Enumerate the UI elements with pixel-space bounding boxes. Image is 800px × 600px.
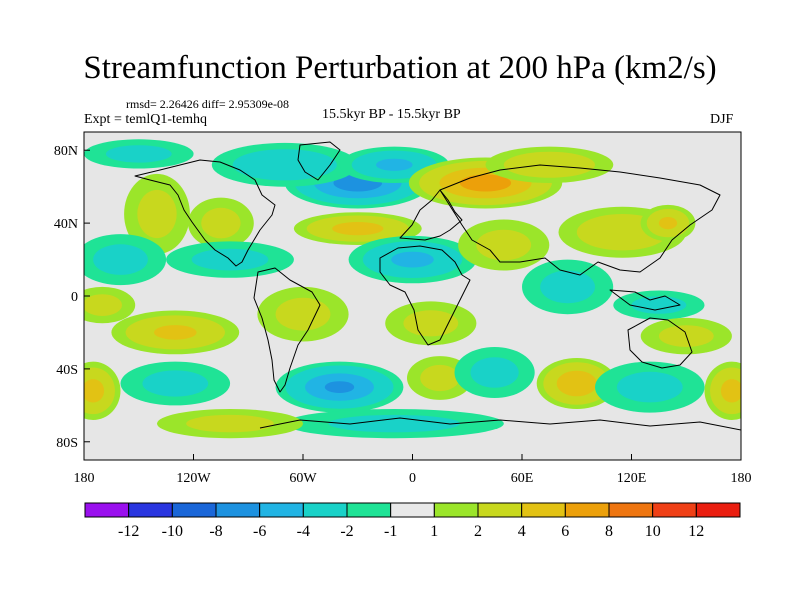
- x-tick-label-5: 120E: [617, 471, 647, 486]
- colorbar-swatch-9: [477, 502, 523, 518]
- colorbar-swatch-3: [215, 502, 261, 518]
- contour-blob-5-level-2: [332, 222, 384, 236]
- center-label: 15.5kyr BP - 15.5kyr BP: [322, 107, 461, 122]
- contour-blob-1-level-1: [232, 149, 337, 181]
- contour-blob-23-level-3: [324, 381, 355, 393]
- contour-blob-2-level-2: [376, 158, 413, 171]
- colorbar-swatch-2: [171, 502, 217, 518]
- contour-blob-29-level-2: [720, 379, 741, 403]
- contour-blob-6-level-1: [137, 189, 177, 239]
- colorbar-swatch-13: [652, 502, 697, 518]
- colorbar-swatch-14: [695, 502, 741, 518]
- contour-blob-14-level-2: [658, 217, 678, 230]
- colorbar-label-10: 6: [561, 523, 569, 540]
- season-label: DJF: [710, 112, 734, 127]
- colorbar-label-4: -4: [297, 523, 310, 540]
- contour-blob-25-level-1: [470, 357, 519, 388]
- colorbar-swatch-10: [521, 502, 566, 518]
- colorbar-swatch-8: [433, 502, 479, 518]
- contour-blob-12-level-1: [476, 229, 532, 261]
- x-tick-label-6: 180: [731, 471, 752, 486]
- contour-blob-3-level-3: [459, 174, 512, 192]
- colorbar: -12 -10 -8 -6 -4 -2 -1 1 2 4 6 8 10 12: [84, 502, 741, 540]
- colorbar-swatch-11: [564, 502, 610, 518]
- contour-blob-8-level-1: [105, 145, 172, 163]
- contour-blob-19-level-1: [275, 297, 331, 331]
- chart-title: Streamfunction Perturbation at 200 hPa (…: [83, 50, 717, 86]
- colorbar-label-7: 1: [430, 523, 438, 540]
- contour-blob-15-level-1: [540, 270, 595, 304]
- colorbar-label-6: -1: [384, 523, 397, 540]
- colorbar-swatch-1: [128, 502, 173, 518]
- experiment-label: Expt = temlQ1-temhq: [84, 112, 207, 127]
- y-tick-label-3: 40S: [56, 363, 78, 378]
- rmsd-label: rmsd= 2.26426 diff= 2.95309e-08: [126, 97, 289, 111]
- colorbar-swatch-7: [390, 502, 435, 518]
- colorbar-label-11: 8: [605, 523, 613, 540]
- colorbar-label-1: -10: [162, 523, 183, 540]
- x-tick-label-3: 0: [409, 471, 416, 486]
- contour-blob-27-level-1: [616, 371, 683, 403]
- colorbar-label-0: -12: [118, 523, 139, 540]
- colorbar-label-3: -6: [253, 523, 266, 540]
- coastlines: [134, 141, 741, 431]
- colorbar-swatch-4: [259, 502, 304, 518]
- colorbar-label-9: 4: [518, 523, 526, 540]
- colorbar-label-12: 10: [645, 523, 661, 540]
- x-tick-label-1: 120W: [176, 471, 211, 486]
- colorbar-swatch-6: [346, 502, 392, 518]
- colorbar-label-2: -8: [209, 523, 222, 540]
- contour-blob-20-level-1: [403, 310, 459, 337]
- contour-blob-7-level-1: [201, 207, 241, 239]
- y-tick-label-0: 80N: [54, 144, 78, 159]
- colorbar-label-5: -2: [340, 523, 353, 540]
- contour-blob-4-level-1: [503, 151, 595, 178]
- contour-blob-30-level-1: [328, 414, 460, 433]
- colorbar-label-13: 12: [688, 523, 704, 540]
- x-tick-label-0: 180: [74, 471, 95, 486]
- contour-blob-9-level-1: [93, 244, 148, 275]
- colorbar-swatch-12: [608, 502, 654, 518]
- contour-blob-31-level-1: [186, 414, 274, 433]
- contour-blob-22-level-1: [142, 370, 209, 397]
- y-tick-label-2: 0: [71, 290, 78, 305]
- y-tick-label-4: 80S: [56, 436, 78, 451]
- x-tick-label-2: 60W: [289, 471, 317, 486]
- contour-fill-layer: [84, 139, 741, 439]
- contour-blob-28-level-2: [84, 379, 105, 403]
- contour-blob-11-level-2: [391, 251, 434, 268]
- contour-blob-18-level-1: [84, 294, 122, 316]
- contour-blob-17-level-2: [154, 325, 197, 340]
- contour-blob-26-level-2: [556, 370, 597, 397]
- colorbar-swatch-0: [84, 502, 130, 518]
- colorbar-label-8: 2: [474, 523, 482, 540]
- y-tick-label-1: 40N: [54, 217, 78, 232]
- contour-blob-24-level-1: [420, 364, 460, 392]
- x-tick-label-4: 60E: [511, 471, 534, 486]
- colorbar-swatch-5: [302, 502, 348, 518]
